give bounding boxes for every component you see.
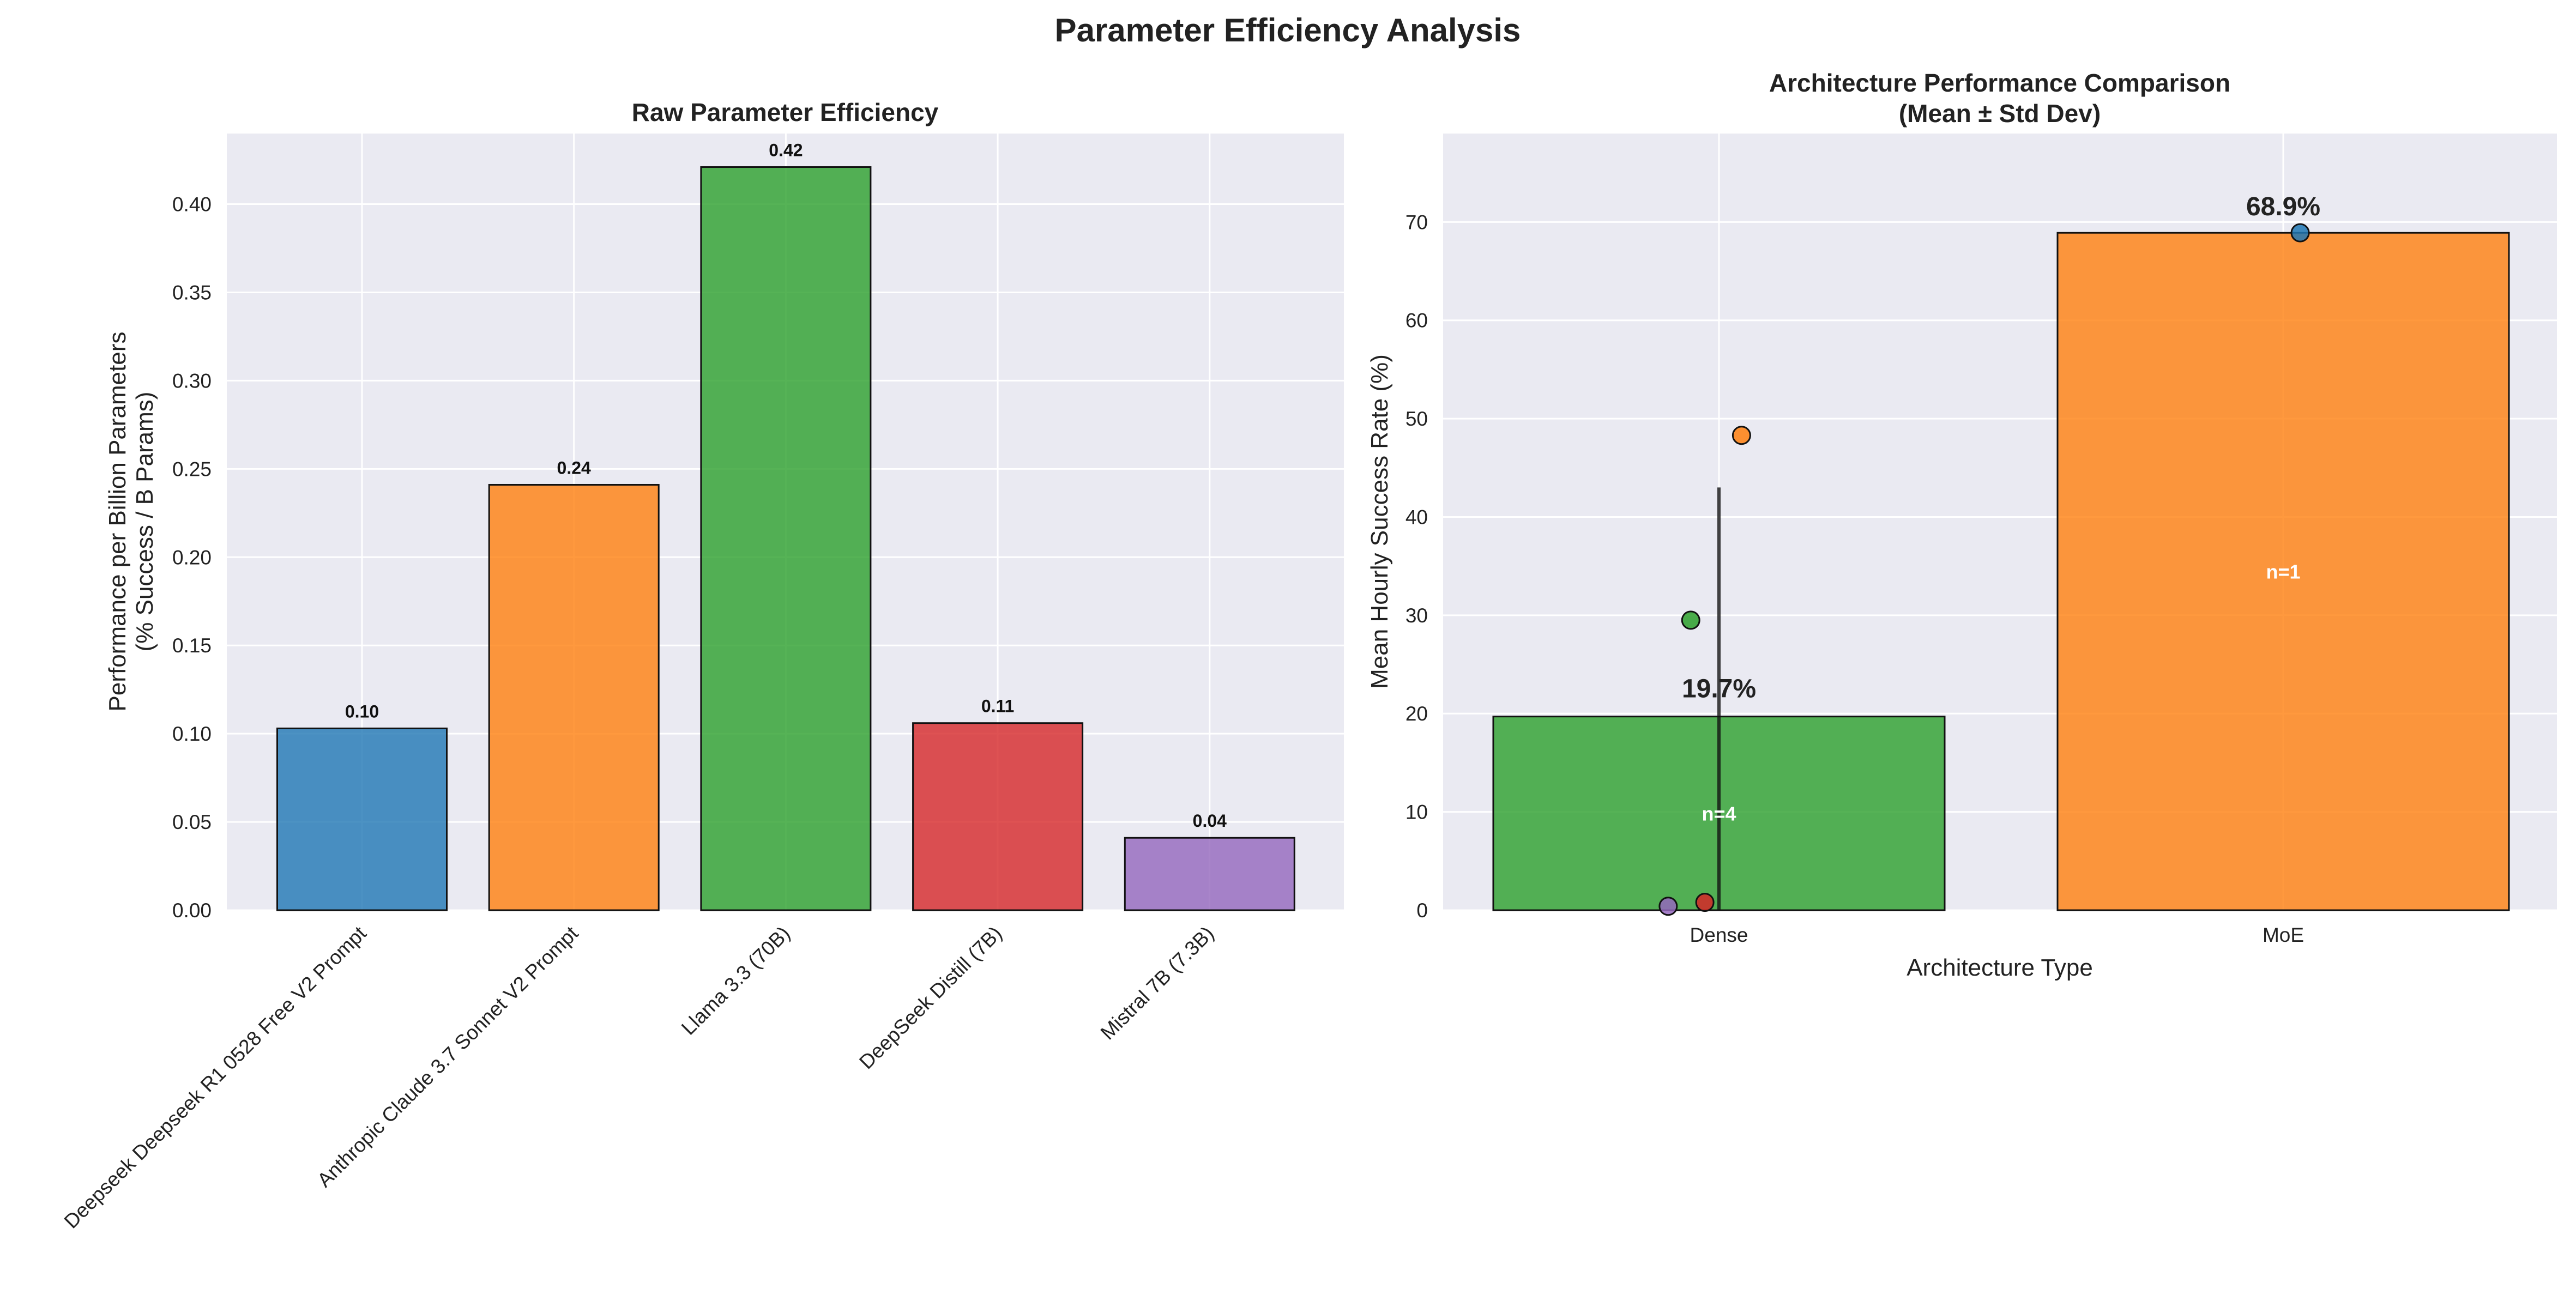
left-bar — [488, 483, 660, 911]
right-x-tick-label: MoE — [2263, 924, 2304, 946]
right-value-labels: n=4 19.7% n=1 68.9% — [1682, 192, 2320, 825]
chart-left: 0.10 0.24 0.42 0.11 0.04 0.00 0.05 0.10 0.15 0.2… — [60, 98, 1344, 1233]
left-chart-title: Raw Parameter Efficiency — [632, 98, 939, 126]
left-bar — [700, 166, 872, 911]
left-y-tick-label: 0.15 — [172, 634, 212, 657]
right-y-tick-label: 30 — [1405, 604, 1428, 627]
right-y-tick-label: 20 — [1405, 703, 1428, 725]
right-bars — [1492, 232, 2510, 911]
left-x-tick-label: Anthropic Claude 3.7 Sonnet V2 Prompt — [313, 922, 583, 1191]
right-y-tick-label: 60 — [1405, 310, 1428, 332]
right-n-label: n=1 — [2266, 561, 2300, 583]
left-y-axis-label-line1: Performance per Billion Parameters — [104, 332, 131, 712]
left-x-tick-label: DeepSeek Distill (7B) — [855, 922, 1006, 1074]
left-y-ticks: 0.00 0.05 0.10 0.15 0.20 0.25 0.30 0.35 0.40 — [172, 193, 212, 922]
right-y-tick-label: 10 — [1405, 801, 1428, 824]
chart-right: n=4 19.7% n=1 68.9% 0 10 20 30 40 50 60 70 Dense Mo… — [1366, 69, 2557, 981]
right-y-tick-label: 40 — [1405, 506, 1428, 528]
right-bar — [2056, 232, 2510, 911]
left-y-tick-label: 0.35 — [172, 281, 212, 304]
left-bar — [1124, 837, 1295, 911]
left-x-ticks: Deepseek Deepseek R1 0528 Free V2 Prompt… — [60, 922, 1218, 1233]
left-y-tick-label: 0.25 — [172, 458, 212, 480]
left-bar-value-label: 0.11 — [981, 697, 1015, 716]
right-data-point — [1732, 426, 1751, 445]
right-x-tick-label: Dense — [1690, 924, 1748, 946]
left-bar — [912, 722, 1084, 911]
left-y-tick-label: 0.30 — [172, 370, 212, 392]
right-x-axis-label: Architecture Type — [1907, 954, 2093, 981]
right-points — [1658, 223, 2310, 916]
right-bar-value-label: 68.9% — [2246, 192, 2320, 221]
left-y-tick-label: 0.40 — [172, 193, 212, 216]
left-bar-value-label: 0.24 — [557, 458, 591, 477]
right-y-tick-label: 50 — [1405, 408, 1428, 430]
right-n-label: n=4 — [1702, 802, 1736, 825]
left-bars — [276, 166, 1295, 911]
left-y-tick-label: 0.00 — [172, 899, 212, 922]
left-bar-value-label: 0.04 — [1193, 811, 1227, 831]
left-x-tick-label: Llama 3.3 (70B) — [677, 922, 794, 1039]
right-y-tick-label: 70 — [1405, 211, 1428, 233]
right-y-tick-label: 0 — [1416, 899, 1428, 922]
right-chart-title-line1: Architecture Performance Comparison — [1769, 69, 2230, 97]
right-data-point — [1681, 610, 1700, 630]
left-y-tick-label: 0.05 — [172, 811, 212, 833]
left-y-axis-label-line2: (% Success / B Params) — [131, 392, 158, 652]
left-y-tick-label: 0.10 — [172, 723, 212, 745]
left-y-tick-label: 0.20 — [172, 546, 212, 568]
left-bar-value-label: 0.42 — [769, 141, 803, 160]
left-x-tick-label: Mistral 7B (7.3B) — [1096, 922, 1218, 1044]
right-chart-title-line2: (Mean ± Std Dev) — [1899, 99, 2101, 128]
right-bar-value-label: 19.7% — [1682, 675, 1756, 704]
right-x-ticks: Dense MoE — [1690, 924, 2304, 946]
left-bar — [276, 727, 448, 911]
figure-title: Parameter Efficiency Analysis — [1055, 12, 1521, 49]
right-y-ticks: 0 10 20 30 40 50 60 70 — [1405, 211, 1428, 922]
left-value-labels: 0.10 0.24 0.42 0.11 0.04 — [345, 141, 1227, 831]
right-data-point — [1658, 897, 1678, 916]
right-data-point — [2290, 223, 2310, 243]
right-y-axis-label: Mean Hourly Success Rate (%) — [1366, 354, 1393, 689]
left-bar-value-label: 0.10 — [345, 701, 379, 721]
right-data-point — [1695, 893, 1715, 912]
